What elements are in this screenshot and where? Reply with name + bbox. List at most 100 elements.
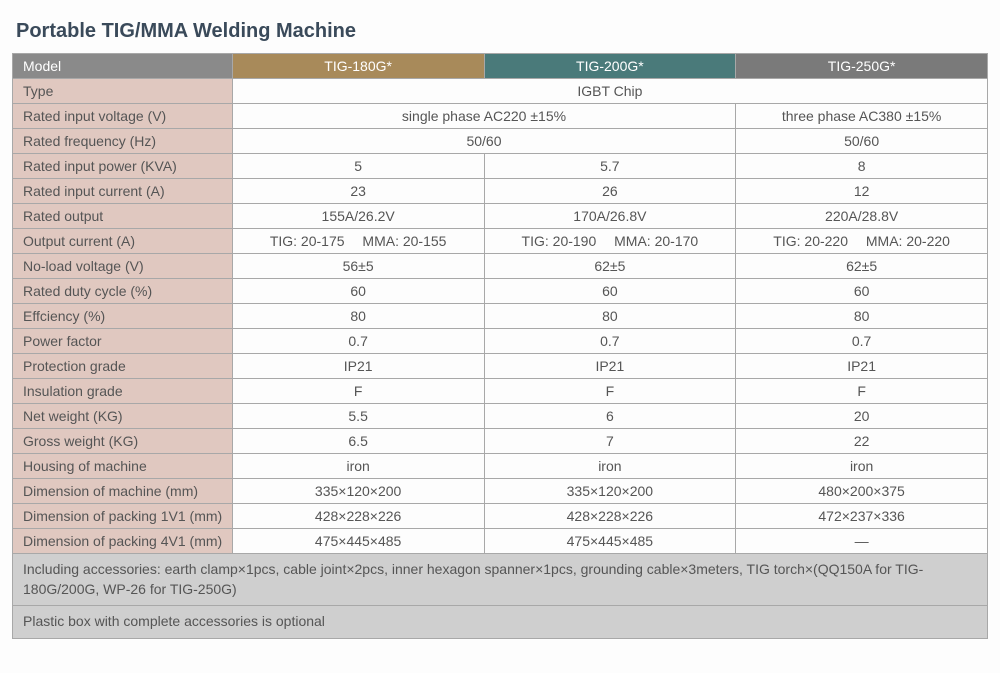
row-label: Housing of machine	[13, 454, 233, 479]
row-label: Output current (A)	[13, 229, 233, 254]
header-label: Model	[13, 54, 233, 79]
row-label: Dimension of packing 1V1 (mm)	[13, 504, 233, 529]
row-value: 8	[736, 154, 988, 179]
row-value: 56±5	[232, 254, 484, 279]
row-value: IP21	[484, 354, 736, 379]
table-row: Rated output155A/26.2V170A/26.8V220A/28.…	[13, 204, 988, 229]
table-row: No-load voltage (V)56±562±562±5	[13, 254, 988, 279]
row-label: Rated output	[13, 204, 233, 229]
table-row: Insulation gradeFFF	[13, 379, 988, 404]
row-value: 475×445×485	[232, 529, 484, 554]
footer-text-0: Including accessories: earth clamp×1pcs,…	[13, 554, 988, 606]
row-value: iron	[484, 454, 736, 479]
row-value: 50/60	[736, 129, 988, 154]
spec-table: Model TIG-180G* TIG-200G* TIG-250G* Type…	[12, 53, 988, 639]
table-row: Housing of machineironironiron	[13, 454, 988, 479]
row-value: 5.7	[484, 154, 736, 179]
row-value: 60	[736, 279, 988, 304]
row-label: Effciency (%)	[13, 304, 233, 329]
row-value: 23	[232, 179, 484, 204]
table-row: Dimension of machine (mm)335×120×200335×…	[13, 479, 988, 504]
table-row: Net weight (KG)5.5620	[13, 404, 988, 429]
table-row: Dimension of packing 1V1 (mm)428×228×226…	[13, 504, 988, 529]
row-value: single phase AC220 ±15%	[232, 104, 735, 129]
footer-row-0: Including accessories: earth clamp×1pcs,…	[13, 554, 988, 606]
row-value: IGBT Chip	[232, 79, 987, 104]
row-value: 62±5	[484, 254, 736, 279]
row-value: IP21	[736, 354, 988, 379]
row-value: 80	[736, 304, 988, 329]
row-value: —	[736, 529, 988, 554]
header-col-2: TIG-250G*	[736, 54, 988, 79]
row-value: 0.7	[232, 329, 484, 354]
row-value: three phase AC380 ±15%	[736, 104, 988, 129]
row-label: Rated frequency (Hz)	[13, 129, 233, 154]
row-value: 20	[736, 404, 988, 429]
row-value: 5.5	[232, 404, 484, 429]
row-label: Protection grade	[13, 354, 233, 379]
table-row: Gross weight (KG)6.5722	[13, 429, 988, 454]
row-value: 475×445×485	[484, 529, 736, 554]
row-value: 22	[736, 429, 988, 454]
row-value: 335×120×200	[232, 479, 484, 504]
row-label: Rated input voltage (V)	[13, 104, 233, 129]
row-value: 428×228×226	[232, 504, 484, 529]
row-label: Type	[13, 79, 233, 104]
header-row: Model TIG-180G* TIG-200G* TIG-250G*	[13, 54, 988, 79]
table-row: Rated duty cycle (%)606060	[13, 279, 988, 304]
row-label: Rated input current (A)	[13, 179, 233, 204]
row-value: F	[484, 379, 736, 404]
table-row: Rated input voltage (V)single phase AC22…	[13, 104, 988, 129]
table-row: Effciency (%)808080	[13, 304, 988, 329]
row-label: Gross weight (KG)	[13, 429, 233, 454]
row-label: Rated duty cycle (%)	[13, 279, 233, 304]
table-row: Output current (A)TIG: 20-175 MMA: 20-15…	[13, 229, 988, 254]
row-value: iron	[232, 454, 484, 479]
row-value: 62±5	[736, 254, 988, 279]
row-value: 428×228×226	[484, 504, 736, 529]
table-row: TypeIGBT Chip	[13, 79, 988, 104]
row-label: Rated input power (KVA)	[13, 154, 233, 179]
page-title: Portable TIG/MMA Welding Machine	[12, 12, 988, 53]
row-value: 80	[232, 304, 484, 329]
row-value: 60	[484, 279, 736, 304]
row-label: Power factor	[13, 329, 233, 354]
row-value: TIG: 20-175 MMA: 20-155	[232, 229, 484, 254]
footer-row-1: Plastic box with complete accessories is…	[13, 606, 988, 639]
row-label: Dimension of packing 4V1 (mm)	[13, 529, 233, 554]
row-value: TIG: 20-190 MMA: 20-170	[484, 229, 736, 254]
table-row: Rated frequency (Hz)50/6050/60	[13, 129, 988, 154]
table-row: Power factor0.70.70.7	[13, 329, 988, 354]
row-value: 0.7	[736, 329, 988, 354]
row-value: 7	[484, 429, 736, 454]
row-value: 6.5	[232, 429, 484, 454]
row-value: 26	[484, 179, 736, 204]
table-row: Protection gradeIP21IP21IP21	[13, 354, 988, 379]
row-value: 472×237×336	[736, 504, 988, 529]
table-row: Dimension of packing 4V1 (mm)475×445×485…	[13, 529, 988, 554]
row-label: No-load voltage (V)	[13, 254, 233, 279]
row-value: 60	[232, 279, 484, 304]
row-value: 170A/26.8V	[484, 204, 736, 229]
table-row: Rated input current (A)232612	[13, 179, 988, 204]
row-value: 12	[736, 179, 988, 204]
row-value: 80	[484, 304, 736, 329]
row-value: F	[736, 379, 988, 404]
row-label: Insulation grade	[13, 379, 233, 404]
row-value: 335×120×200	[484, 479, 736, 504]
header-col-1: TIG-200G*	[484, 54, 736, 79]
row-value: 0.7	[484, 329, 736, 354]
row-label: Dimension of machine (mm)	[13, 479, 233, 504]
row-value: F	[232, 379, 484, 404]
row-value: TIG: 20-220 MMA: 20-220	[736, 229, 988, 254]
row-value: 480×200×375	[736, 479, 988, 504]
row-value: IP21	[232, 354, 484, 379]
row-value: 220A/28.8V	[736, 204, 988, 229]
row-value: 50/60	[232, 129, 735, 154]
row-value: 5	[232, 154, 484, 179]
row-value: 6	[484, 404, 736, 429]
row-label: Net weight (KG)	[13, 404, 233, 429]
table-row: Rated input power (KVA)55.78	[13, 154, 988, 179]
header-col-0: TIG-180G*	[232, 54, 484, 79]
row-value: iron	[736, 454, 988, 479]
